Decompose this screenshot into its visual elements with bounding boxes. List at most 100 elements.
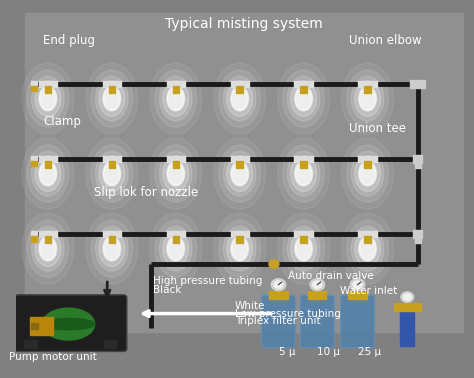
FancyBboxPatch shape: [341, 295, 374, 348]
Text: 10 μ: 10 μ: [317, 347, 340, 357]
Bar: [29, 317, 54, 335]
Bar: [31, 156, 37, 163]
Circle shape: [310, 279, 325, 291]
Bar: [415, 237, 420, 243]
Bar: [31, 81, 37, 87]
Ellipse shape: [167, 162, 184, 185]
Ellipse shape: [295, 162, 312, 185]
Bar: [237, 86, 243, 93]
Text: End plug: End plug: [43, 34, 95, 47]
Ellipse shape: [355, 81, 381, 116]
FancyBboxPatch shape: [15, 295, 127, 352]
Ellipse shape: [155, 70, 197, 127]
Ellipse shape: [227, 81, 253, 116]
Bar: [109, 86, 115, 93]
Ellipse shape: [219, 70, 261, 127]
Ellipse shape: [358, 236, 377, 261]
Text: Water inlet: Water inlet: [340, 286, 397, 296]
Ellipse shape: [35, 81, 61, 116]
Ellipse shape: [32, 226, 64, 271]
Ellipse shape: [167, 86, 185, 111]
Ellipse shape: [159, 151, 192, 196]
Bar: [45, 236, 51, 243]
Circle shape: [271, 279, 286, 291]
Bar: [394, 303, 420, 311]
Ellipse shape: [355, 231, 381, 266]
Bar: [166, 231, 185, 237]
Ellipse shape: [22, 213, 74, 284]
Ellipse shape: [294, 86, 313, 111]
Bar: [237, 236, 243, 243]
Bar: [173, 161, 179, 168]
Bar: [410, 80, 425, 88]
Ellipse shape: [91, 145, 133, 202]
Bar: [358, 156, 377, 163]
Bar: [237, 161, 243, 168]
FancyBboxPatch shape: [301, 295, 334, 348]
Ellipse shape: [39, 161, 57, 186]
Ellipse shape: [223, 226, 256, 271]
Bar: [31, 323, 38, 328]
Ellipse shape: [167, 237, 184, 260]
Circle shape: [353, 281, 362, 288]
Ellipse shape: [96, 226, 128, 271]
Ellipse shape: [358, 86, 377, 111]
Ellipse shape: [342, 213, 393, 284]
Bar: [301, 236, 307, 243]
Text: 25 μ: 25 μ: [358, 347, 382, 357]
Ellipse shape: [278, 213, 329, 284]
Ellipse shape: [351, 151, 384, 196]
Ellipse shape: [163, 81, 189, 116]
Ellipse shape: [283, 220, 324, 277]
Bar: [230, 156, 249, 163]
Ellipse shape: [294, 236, 313, 261]
Ellipse shape: [230, 161, 249, 186]
Bar: [230, 81, 249, 87]
Text: Black: Black: [153, 285, 181, 294]
Ellipse shape: [40, 237, 56, 260]
Text: High pressure tubing: High pressure tubing: [153, 276, 262, 286]
Text: Typical misting system: Typical misting system: [165, 17, 323, 31]
Text: Union tee: Union tee: [349, 122, 406, 135]
Text: Pump motor unit: Pump motor unit: [9, 352, 96, 362]
Ellipse shape: [159, 226, 192, 271]
Ellipse shape: [291, 81, 317, 116]
Ellipse shape: [103, 162, 120, 185]
Ellipse shape: [167, 87, 184, 110]
Bar: [45, 161, 51, 168]
Ellipse shape: [99, 231, 125, 266]
Ellipse shape: [214, 213, 266, 284]
Bar: [230, 231, 249, 237]
Ellipse shape: [150, 213, 202, 284]
Bar: [103, 231, 121, 237]
Ellipse shape: [103, 87, 120, 110]
Ellipse shape: [230, 236, 249, 261]
Ellipse shape: [358, 161, 377, 186]
Bar: [301, 86, 307, 93]
Bar: [104, 340, 116, 349]
Ellipse shape: [39, 236, 57, 261]
Bar: [365, 161, 371, 168]
Ellipse shape: [291, 156, 317, 192]
Ellipse shape: [103, 86, 121, 111]
Bar: [308, 291, 327, 299]
Ellipse shape: [287, 76, 320, 121]
Ellipse shape: [231, 237, 248, 260]
Bar: [358, 231, 377, 237]
Ellipse shape: [227, 231, 253, 266]
Bar: [415, 162, 420, 168]
Bar: [365, 86, 371, 93]
Ellipse shape: [291, 231, 317, 266]
Text: White: White: [235, 301, 265, 311]
Ellipse shape: [27, 70, 69, 127]
Ellipse shape: [167, 161, 185, 186]
Bar: [103, 156, 121, 163]
Bar: [269, 291, 288, 299]
Circle shape: [401, 292, 414, 302]
Ellipse shape: [27, 220, 69, 277]
Bar: [109, 236, 115, 243]
Ellipse shape: [27, 145, 69, 202]
Ellipse shape: [287, 151, 320, 196]
Ellipse shape: [223, 151, 256, 196]
Ellipse shape: [214, 63, 266, 134]
